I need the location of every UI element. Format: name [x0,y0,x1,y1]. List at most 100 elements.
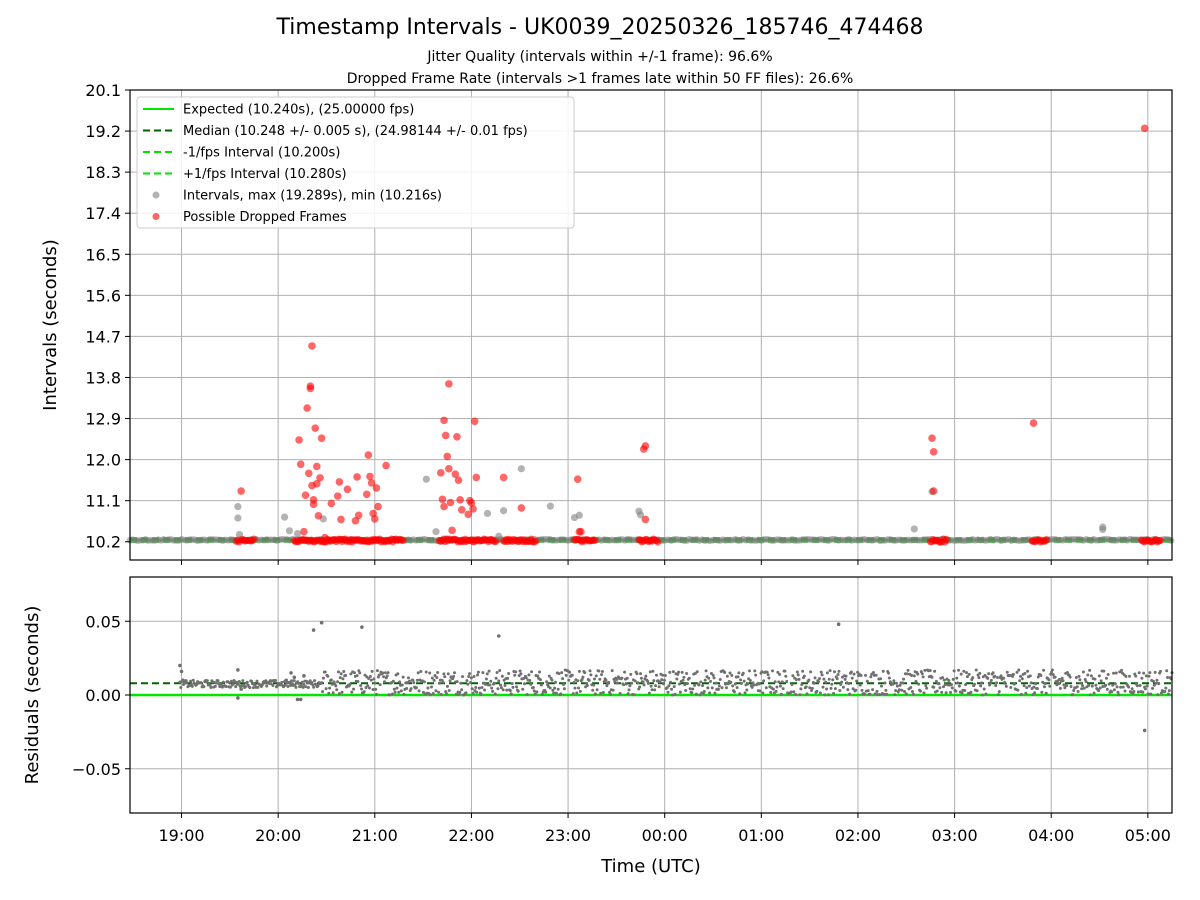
intervals-y-tick-label: 10.2 [85,533,121,552]
residual-point [475,690,479,694]
residual-point [342,670,346,674]
legend-label: +1/fps Interval (10.280s) [183,167,347,182]
dropped-frame-point [448,526,456,535]
residual-point [783,669,787,673]
residual-point [827,677,831,681]
residual-point [1019,692,1023,696]
residual-point [1026,669,1030,673]
residual-point [833,670,837,674]
dropped-frame-point [306,382,315,390]
residual-point [1157,682,1161,686]
residual-point [481,671,485,675]
residual-point [797,677,801,681]
residual-point [321,676,325,680]
residual-point [741,671,745,675]
dropped-frame-point [1156,536,1164,545]
residual-point [350,690,354,694]
residual-point [561,682,565,686]
residual-point [838,688,842,692]
residual-point [745,688,749,692]
residual-point [846,688,850,692]
residual-point [731,684,735,688]
residual-point [484,682,488,686]
residual-point [765,670,769,674]
residual-point [1028,674,1032,678]
residual-point [1087,683,1091,687]
residual-point [405,687,409,691]
interval-point [1167,537,1175,544]
dropped-frame-point [929,487,938,495]
residual-point [243,685,247,689]
residual-point [1149,692,1153,696]
residual-point [1082,686,1086,690]
residual-point [400,683,404,687]
residual-point [922,691,926,695]
residual-point [199,681,203,685]
residual-point [971,676,975,680]
residual-point [181,678,185,683]
residual-point [995,681,999,685]
residual-point [994,684,998,688]
dropped-frame-point [362,490,371,499]
residual-point [1061,679,1065,683]
legend-box [136,96,575,229]
x-axis-label: Time (UTC) [600,856,701,877]
residual-point [191,678,195,682]
residual-point [905,672,909,676]
residual-point [935,689,939,693]
residual-point [764,686,768,690]
residual-point [1115,685,1119,689]
residual-point [837,669,841,673]
residual-point [662,678,666,682]
residual-point [800,683,804,687]
residual-point [533,692,537,696]
residual-point [717,684,721,688]
residual-point [804,685,808,689]
residual-point [1143,687,1147,691]
interval-point [281,513,289,521]
residual-point [941,676,945,680]
residual-point [306,685,310,689]
residual-point [996,675,1000,679]
residual-point [975,689,979,693]
residual-point [923,668,927,672]
residual-point [1086,673,1090,677]
residual-point [654,673,658,677]
dropped-frame-point [372,484,381,492]
residual-point [868,692,872,696]
residual-point [236,682,240,686]
residual-point [917,682,921,686]
residual-point [1004,684,1008,688]
residual-point [260,683,264,687]
residual-point [748,678,752,682]
residual-point [205,679,209,683]
residual-point [878,693,882,697]
residual-point [406,676,410,680]
residual-point [330,682,334,686]
residual-point [678,690,682,694]
residual-point [911,692,915,696]
residual-point [733,682,737,686]
residual-point [447,689,451,692]
residual-point [1024,691,1028,695]
residual-point [747,669,751,673]
residual-point [576,679,580,683]
residual-point [338,676,342,680]
residual-point [588,669,592,673]
residual-point [428,671,432,675]
residual-point [544,690,548,694]
residual-point [477,686,481,690]
residual-point [723,670,727,674]
residual-point [1081,670,1085,674]
residual-point [557,672,561,676]
residual-point [1156,693,1160,697]
residual-point [849,670,853,674]
residual-point [474,685,478,689]
residual-point [824,680,828,684]
residual-point [578,689,582,693]
residual-point [974,668,978,672]
residual-point [383,671,387,675]
residuals-points [178,620,1174,733]
residual-point [592,683,596,687]
x-tick-label: 01:00 [738,826,784,845]
